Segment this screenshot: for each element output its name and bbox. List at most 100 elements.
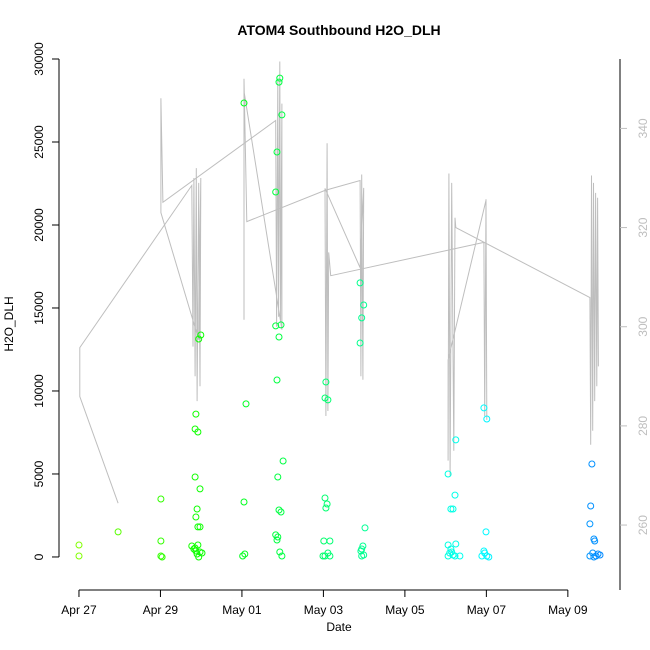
data-point bbox=[274, 533, 282, 541]
data-point bbox=[272, 531, 280, 539]
data-point bbox=[321, 494, 329, 502]
data-point bbox=[193, 550, 201, 558]
data-point bbox=[444, 552, 452, 560]
data-point bbox=[586, 552, 594, 560]
data-point bbox=[272, 322, 280, 330]
data-point bbox=[157, 552, 165, 560]
data-point bbox=[193, 505, 201, 513]
chart-title: ATOM4 Southbound H2O_DLH bbox=[237, 22, 440, 38]
data-point bbox=[197, 331, 205, 339]
data-point bbox=[114, 528, 122, 536]
data-point bbox=[447, 505, 455, 513]
x-axis-label: Date bbox=[326, 620, 352, 634]
data-point bbox=[273, 376, 281, 384]
data-point bbox=[444, 470, 452, 478]
data-point bbox=[75, 552, 83, 560]
y-tick-label: 15000 bbox=[32, 291, 46, 325]
data-point bbox=[279, 457, 287, 465]
y-axis-label: H2O_DLH bbox=[2, 296, 16, 351]
x-tick-label: May 09 bbox=[548, 603, 588, 617]
data-point bbox=[75, 541, 83, 549]
data-point bbox=[447, 545, 455, 553]
y2-tick-label: 340 bbox=[636, 118, 650, 138]
data-point bbox=[276, 74, 284, 82]
x-tick-label: May 03 bbox=[304, 603, 344, 617]
data-point bbox=[591, 537, 599, 545]
y-tick-label: 10000 bbox=[32, 374, 46, 408]
x-tick-label: Apr 27 bbox=[61, 603, 97, 617]
data-point bbox=[451, 491, 459, 499]
data-point bbox=[452, 540, 460, 548]
data-point bbox=[278, 552, 286, 560]
data-point bbox=[273, 148, 281, 156]
data-point bbox=[478, 552, 486, 560]
data-point bbox=[326, 537, 334, 545]
data-point bbox=[157, 495, 165, 503]
data-point bbox=[192, 513, 200, 521]
x-tick-label: Apr 29 bbox=[143, 603, 179, 617]
data-point bbox=[242, 400, 250, 408]
data-point bbox=[192, 410, 200, 418]
data-point bbox=[196, 485, 204, 493]
y2-tick-label: 260 bbox=[636, 515, 650, 535]
data-point bbox=[275, 78, 283, 86]
data-point bbox=[190, 545, 198, 553]
data-point bbox=[596, 551, 604, 559]
data-point bbox=[274, 473, 282, 481]
data-point bbox=[448, 548, 456, 556]
data-point bbox=[590, 553, 598, 561]
data-point bbox=[240, 498, 248, 506]
data-point bbox=[586, 520, 594, 528]
data-point bbox=[239, 552, 247, 560]
x-tick-label: May 05 bbox=[385, 603, 425, 617]
secondary-line bbox=[79, 61, 599, 504]
data-point bbox=[356, 279, 364, 287]
data-point bbox=[321, 552, 329, 560]
y-tick-label: 25000 bbox=[32, 125, 46, 159]
data-point bbox=[240, 99, 248, 107]
data-point bbox=[588, 460, 596, 468]
data-point bbox=[275, 333, 283, 341]
data-point bbox=[456, 552, 464, 560]
data-point bbox=[326, 552, 334, 560]
x-tick-label: May 07 bbox=[467, 603, 507, 617]
data-point bbox=[278, 111, 286, 119]
data-point bbox=[323, 500, 331, 508]
x-tick-label: May 01 bbox=[222, 603, 262, 617]
y-tick-label: 5000 bbox=[32, 460, 46, 487]
data-point bbox=[485, 553, 493, 561]
y-tick-label: 30000 bbox=[32, 42, 46, 76]
data-point bbox=[320, 537, 328, 545]
data-point bbox=[483, 415, 491, 423]
data-point bbox=[356, 339, 364, 347]
y-tick-label: 0 bbox=[32, 553, 46, 560]
secondary-line-series bbox=[79, 61, 599, 504]
data-point bbox=[449, 505, 457, 513]
data-point bbox=[361, 524, 369, 532]
data-point bbox=[276, 548, 284, 556]
data-point bbox=[195, 335, 203, 343]
data-point bbox=[277, 321, 285, 329]
data-point bbox=[482, 528, 490, 536]
data-point bbox=[272, 188, 280, 196]
data-point bbox=[273, 536, 281, 544]
data-point bbox=[322, 504, 330, 512]
data-point bbox=[275, 506, 283, 514]
data-point bbox=[452, 436, 460, 444]
data-point bbox=[277, 508, 285, 516]
scatter-points bbox=[75, 74, 604, 561]
data-point bbox=[480, 404, 488, 412]
data-point bbox=[358, 314, 366, 322]
data-point bbox=[194, 428, 202, 436]
data-point bbox=[360, 301, 368, 309]
data-point bbox=[319, 552, 327, 560]
data-point bbox=[241, 550, 249, 558]
data-point bbox=[322, 378, 330, 386]
y2-tick-label: 300 bbox=[636, 316, 650, 336]
data-point bbox=[191, 544, 199, 552]
y-tick-label: 20000 bbox=[32, 208, 46, 242]
data-point bbox=[196, 523, 204, 531]
axes: Apr 27 Apr 29 May 01 May 03 May 05 May 07 May … bbox=[32, 42, 650, 617]
data-point bbox=[324, 396, 332, 404]
